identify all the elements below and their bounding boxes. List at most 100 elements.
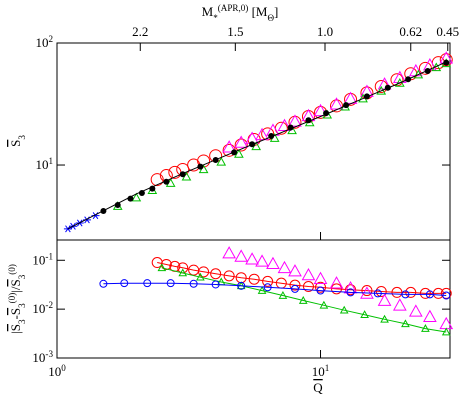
marker bbox=[319, 300, 329, 309]
marker bbox=[289, 279, 301, 291]
label-part: 3 bbox=[17, 319, 27, 324]
marker bbox=[234, 138, 248, 152]
top-tick-label: 1.0 bbox=[317, 24, 333, 39]
marker bbox=[211, 280, 220, 289]
marker bbox=[315, 281, 327, 293]
marker bbox=[377, 293, 392, 306]
marker bbox=[278, 290, 288, 299]
marker bbox=[290, 284, 299, 293]
marker bbox=[277, 260, 292, 274]
marker bbox=[425, 290, 434, 299]
label-part: |/ bbox=[8, 286, 23, 293]
label-part: Θ bbox=[267, 13, 274, 23]
top-axis-label: M*(APR,0) [MΘ] bbox=[202, 3, 279, 23]
marker bbox=[120, 279, 129, 288]
marker bbox=[245, 252, 259, 265]
marker bbox=[345, 284, 357, 296]
marker bbox=[339, 305, 349, 314]
tick-base: 10 bbox=[312, 364, 325, 379]
marker bbox=[443, 59, 450, 66]
top-tick-label: 1.5 bbox=[227, 24, 243, 39]
tick-base: 10 bbox=[32, 252, 45, 267]
tick-exponent: -1 bbox=[45, 251, 53, 261]
tick-exponent: 2 bbox=[48, 34, 53, 44]
marker bbox=[419, 287, 431, 299]
label-part: S bbox=[8, 279, 23, 286]
marker bbox=[313, 271, 328, 284]
marker bbox=[166, 279, 175, 288]
marker bbox=[248, 273, 260, 285]
tick-exponent: -3 bbox=[45, 349, 53, 359]
label-part: | bbox=[8, 331, 23, 334]
y-tick-label: 10-3 bbox=[32, 349, 53, 365]
label-part: * bbox=[213, 13, 218, 23]
tick-base: 10 bbox=[48, 364, 61, 379]
marker bbox=[302, 281, 314, 293]
label-part: (0) bbox=[7, 264, 17, 275]
marker bbox=[401, 290, 410, 299]
marker bbox=[313, 103, 328, 117]
label-part: S bbox=[8, 140, 23, 147]
label-part: [M bbox=[248, 4, 268, 19]
marker bbox=[234, 149, 244, 158]
marker bbox=[331, 283, 343, 295]
marker bbox=[216, 156, 227, 166]
marker bbox=[401, 319, 410, 328]
marker bbox=[198, 266, 210, 278]
marker bbox=[196, 272, 205, 281]
marker bbox=[210, 268, 222, 280]
x-axis-label: Q bbox=[313, 380, 323, 395]
marker bbox=[413, 69, 424, 79]
tick-exponent: 0 bbox=[61, 363, 66, 373]
marker bbox=[360, 310, 369, 318]
label-part: 3 bbox=[17, 135, 27, 140]
label-part: 3 bbox=[17, 274, 27, 279]
marker bbox=[262, 275, 274, 287]
marker bbox=[255, 254, 269, 267]
marker bbox=[189, 279, 198, 288]
label-part: (APR,0) bbox=[218, 3, 249, 13]
marker bbox=[277, 118, 292, 132]
marker bbox=[143, 279, 152, 288]
marker bbox=[316, 286, 325, 295]
marker bbox=[408, 304, 423, 317]
marker bbox=[329, 276, 344, 289]
label-part: S bbox=[8, 324, 23, 331]
marker bbox=[329, 97, 344, 110]
marker bbox=[138, 189, 145, 196]
marker bbox=[234, 135, 249, 148]
marker bbox=[255, 127, 269, 141]
marker bbox=[150, 173, 164, 187]
marker bbox=[423, 309, 437, 323]
marker bbox=[288, 114, 302, 127]
tick-base: 10 bbox=[35, 157, 48, 172]
marker bbox=[298, 296, 308, 304]
label-part: M bbox=[202, 4, 214, 19]
y-tick-label: 10-2 bbox=[32, 300, 53, 316]
label-part: - bbox=[8, 315, 23, 319]
top-tick-label: 0.62 bbox=[399, 24, 422, 39]
marker bbox=[373, 289, 382, 298]
label-part: S bbox=[8, 308, 23, 315]
plot-frame bbox=[56, 239, 451, 359]
label-part: (0) bbox=[7, 293, 17, 304]
marker bbox=[222, 246, 236, 259]
marker bbox=[442, 291, 451, 300]
marker bbox=[361, 285, 373, 297]
marker bbox=[222, 140, 236, 153]
marker bbox=[131, 192, 142, 202]
series-line bbox=[103, 282, 447, 296]
marker bbox=[99, 279, 108, 288]
tick-exponent: 1 bbox=[325, 363, 330, 373]
series-line bbox=[67, 61, 447, 230]
plot-frame bbox=[56, 42, 451, 241]
tick-exponent: 1 bbox=[48, 156, 53, 166]
y-tick-label: 101 bbox=[35, 156, 53, 172]
marker bbox=[197, 154, 211, 168]
tick-base: 10 bbox=[35, 35, 48, 50]
marker bbox=[439, 53, 453, 67]
marker bbox=[178, 268, 188, 277]
series-line bbox=[161, 267, 447, 333]
marker bbox=[440, 287, 452, 299]
